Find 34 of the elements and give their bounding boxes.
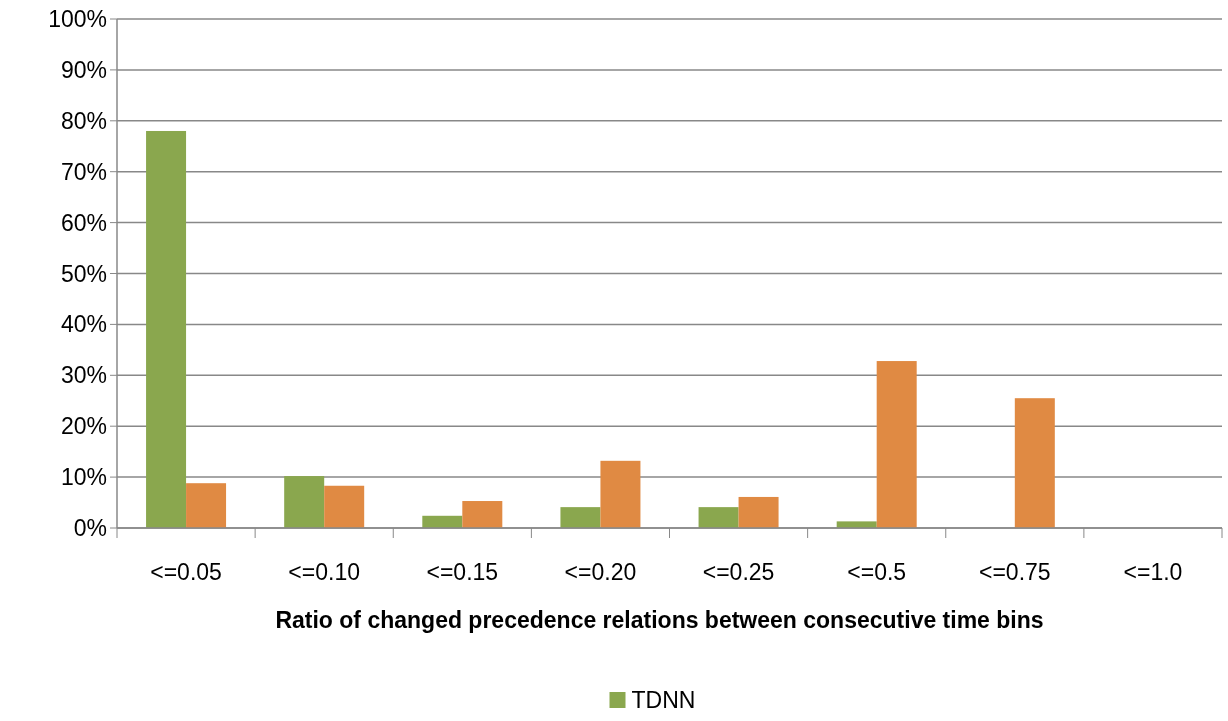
bar: [876, 361, 917, 528]
bar: [698, 507, 739, 528]
bar: [1014, 398, 1055, 528]
x-tick-label: <=0.5: [847, 559, 907, 585]
bar: [462, 501, 503, 528]
y-tick-label: 60%: [60, 209, 107, 236]
bar: [422, 515, 463, 528]
bar: [324, 485, 365, 528]
x-tick-label: <=0.25: [702, 559, 775, 585]
bar: [186, 483, 227, 528]
x-tick-label: <=0.20: [564, 559, 637, 585]
bar: [738, 496, 779, 528]
bar: [836, 521, 877, 528]
y-tick-label: 20%: [60, 413, 107, 440]
bar: [284, 476, 325, 528]
y-tick-label: 10%: [60, 464, 107, 491]
bar: [146, 130, 187, 528]
y-tick-label: 100%: [48, 6, 107, 33]
x-tick-label: <=0.75: [978, 559, 1051, 585]
y-tick-label: 80%: [60, 107, 107, 134]
y-tick-label: 40%: [60, 311, 107, 338]
bar: [600, 460, 641, 528]
y-tick-label: 90%: [60, 56, 107, 83]
y-tick-label: 70%: [60, 158, 107, 185]
x-tick-label: <=0.15: [426, 559, 499, 585]
legend-label: TDNN: [631, 687, 696, 713]
bar: [560, 507, 601, 528]
x-tick-label: <=0.05: [150, 559, 222, 585]
y-tick-label: 0%: [73, 515, 107, 542]
x-tick-label: <=0.10: [288, 559, 361, 585]
y-tick-label: 50%: [60, 260, 107, 287]
x-axis-title: Ratio of changed precedence relations between consecutive time bins: [275, 607, 1044, 633]
y-tick-label: 30%: [60, 362, 107, 389]
x-tick-label: <=1.0: [1123, 559, 1183, 585]
